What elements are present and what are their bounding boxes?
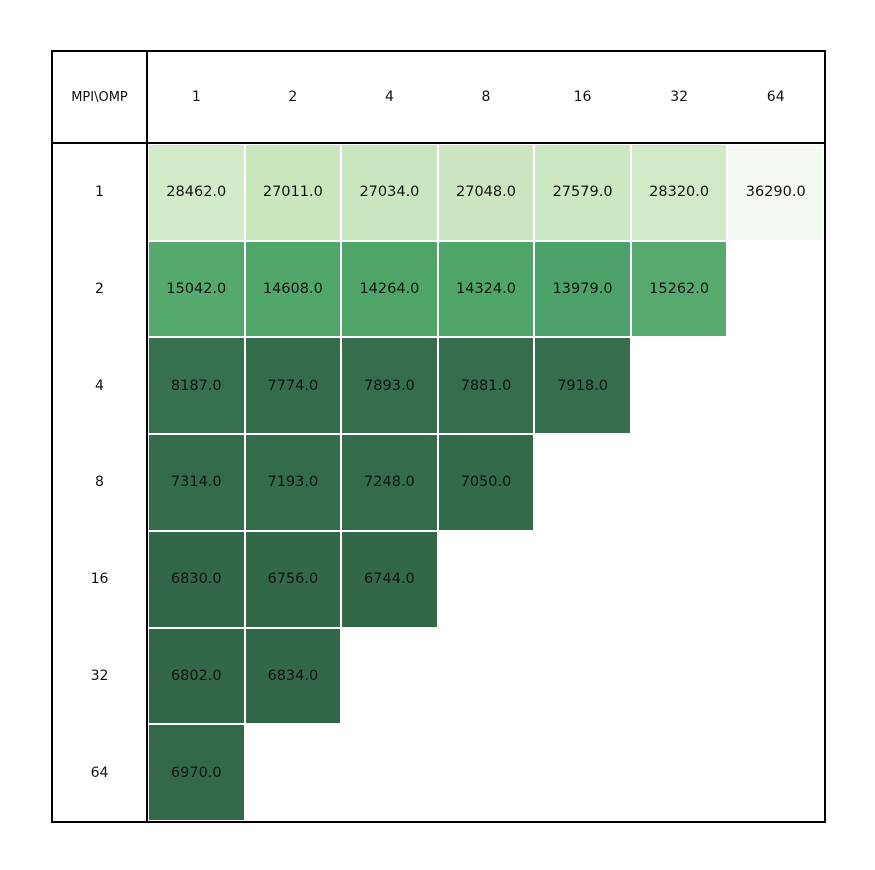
heatmap-cell-r32-c1: 6802.0 [148, 627, 245, 725]
heatmap-cell-value: 7774.0 [245, 338, 341, 434]
heatmap-cell-r1-c1: 28462.0 [148, 144, 245, 241]
heatmap-cell-r8-c8: 7050.0 [437, 434, 535, 531]
heatmap-cell-r2-c16: 13979.0 [534, 240, 631, 338]
heatmap-cell-r8-c16 [534, 434, 631, 531]
heatmap-cell-r64-c4 [341, 724, 438, 821]
heatmap-cell-r8-c64 [727, 434, 824, 531]
heatmap-cell-value: 7314.0 [149, 435, 244, 530]
heatmap-cell-r2-c64 [727, 240, 824, 338]
heatmap-cell-r32-c16 [534, 627, 631, 725]
heatmap-cell-r2-c1: 15042.0 [148, 240, 245, 338]
heatmap-cell-value: 7050.0 [438, 435, 534, 530]
heatmap-cell-r16-c32 [630, 530, 728, 628]
col-header-4: 4 [341, 52, 438, 144]
heatmap-cell-value: 28462.0 [149, 145, 244, 240]
row-header-32: 32 [53, 627, 148, 725]
heatmap-cell-r32-c4 [341, 627, 438, 725]
heatmap-cell-value: 6744.0 [342, 531, 437, 627]
heatmap-cell-r32-c32 [630, 627, 728, 725]
heatmap-cell-r8-c1: 7314.0 [148, 434, 245, 531]
heatmap-cell-r64-c8 [437, 724, 535, 821]
heatmap-cell-r1-c2: 27011.0 [244, 144, 342, 241]
heatmap-cell-value: 27579.0 [535, 145, 630, 240]
heatmap-table: MPI\OMP 1 2 4 8 16 32 64 1 28462.0 27011.0 27034.0 2… [51, 50, 826, 823]
heatmap-cell-r16-c64 [727, 530, 824, 628]
heatmap-cell-r64-c64 [727, 724, 824, 821]
corner-label: MPI\OMP [53, 52, 148, 144]
heatmap-cell-r64-c32 [630, 724, 728, 821]
heatmap-cell-value: 7918.0 [535, 338, 630, 434]
heatmap-cell-r1-c4: 27034.0 [341, 144, 438, 241]
row-header-16: 16 [53, 530, 148, 628]
heatmap-cell-value: 7893.0 [342, 338, 437, 434]
col-header-16: 16 [534, 52, 631, 144]
heatmap-cell-r32-c8 [437, 627, 535, 725]
col-header-8: 8 [437, 52, 535, 144]
heatmap-cell-value: 6756.0 [245, 531, 341, 627]
heatmap-cell-r4-c16: 7918.0 [534, 337, 631, 435]
heatmap-cell-value: 27011.0 [245, 145, 341, 240]
heatmap-cell-r4-c2: 7774.0 [244, 337, 342, 435]
heatmap-cell-r64-c1: 6970.0 [148, 724, 245, 821]
heatmap-cell-r32-c2: 6834.0 [244, 627, 342, 725]
heatmap-cell-value: 14264.0 [342, 241, 437, 337]
col-header-32: 32 [630, 52, 728, 144]
heatmap-cell-value: 7248.0 [342, 435, 437, 530]
heatmap-cell-r8-c4: 7248.0 [341, 434, 438, 531]
heatmap-cell-r1-c16: 27579.0 [534, 144, 631, 241]
heatmap-cell-r2-c4: 14264.0 [341, 240, 438, 338]
col-header-1: 1 [148, 52, 245, 144]
heatmap-cell-r16-c2: 6756.0 [244, 530, 342, 628]
heatmap-cell-r64-c16 [534, 724, 631, 821]
heatmap-cell-r4-c8: 7881.0 [437, 337, 535, 435]
heatmap-cell-value: 8187.0 [149, 338, 244, 434]
heatmap-cell-r16-c16 [534, 530, 631, 628]
heatmap-cell-value: 15042.0 [149, 241, 244, 337]
heatmap-cell-r1-c64: 36290.0 [727, 144, 824, 241]
heatmap-cell-r4-c4: 7893.0 [341, 337, 438, 435]
heatmap-cell-value: 14324.0 [438, 241, 534, 337]
heatmap-cell-value: 6830.0 [149, 531, 244, 627]
row-header-1: 1 [53, 144, 148, 241]
heatmap-cell-r32-c64 [727, 627, 824, 725]
col-header-2: 2 [244, 52, 342, 144]
heatmap-cell-r16-c4: 6744.0 [341, 530, 438, 628]
heatmap-cell-r1-c32: 28320.0 [630, 144, 728, 241]
heatmap-cell-value: 15262.0 [631, 241, 727, 337]
heatmap-cell-r16-c8 [437, 530, 535, 628]
heatmap-cell-r2-c8: 14324.0 [437, 240, 535, 338]
heatmap-cell-r4-c32 [630, 337, 728, 435]
row-header-2: 2 [53, 240, 148, 338]
row-header-64: 64 [53, 724, 148, 821]
heatmap-cell-value: 14608.0 [245, 241, 341, 337]
row-header-8: 8 [53, 434, 148, 531]
heatmap-cell-value: 7881.0 [438, 338, 534, 434]
col-header-64: 64 [727, 52, 824, 144]
heatmap-cell-r2-c2: 14608.0 [244, 240, 342, 338]
heatmap-cell-r16-c1: 6830.0 [148, 530, 245, 628]
heatmap-cell-value: 28320.0 [631, 145, 727, 240]
row-header-4: 4 [53, 337, 148, 435]
heatmap-cell-r4-c64 [727, 337, 824, 435]
heatmap-cell-value: 36290.0 [728, 145, 823, 240]
heatmap-cell-r64-c2 [244, 724, 342, 821]
heatmap-cell-value: 27048.0 [438, 145, 534, 240]
heatmap-cell-value: 27034.0 [342, 145, 437, 240]
heatmap-cell-r1-c8: 27048.0 [437, 144, 535, 241]
heatmap-cell-value: 6834.0 [245, 628, 341, 724]
heatmap-cell-r8-c32 [630, 434, 728, 531]
heatmap-cell-r8-c2: 7193.0 [244, 434, 342, 531]
heatmap-cell-r2-c32: 15262.0 [630, 240, 728, 338]
heatmap-cell-r4-c1: 8187.0 [148, 337, 245, 435]
heatmap-cell-value: 13979.0 [535, 241, 630, 337]
heatmap-cell-value: 6802.0 [149, 628, 244, 724]
heatmap-cell-value: 6970.0 [149, 725, 244, 820]
heatmap-cell-value: 7193.0 [245, 435, 341, 530]
